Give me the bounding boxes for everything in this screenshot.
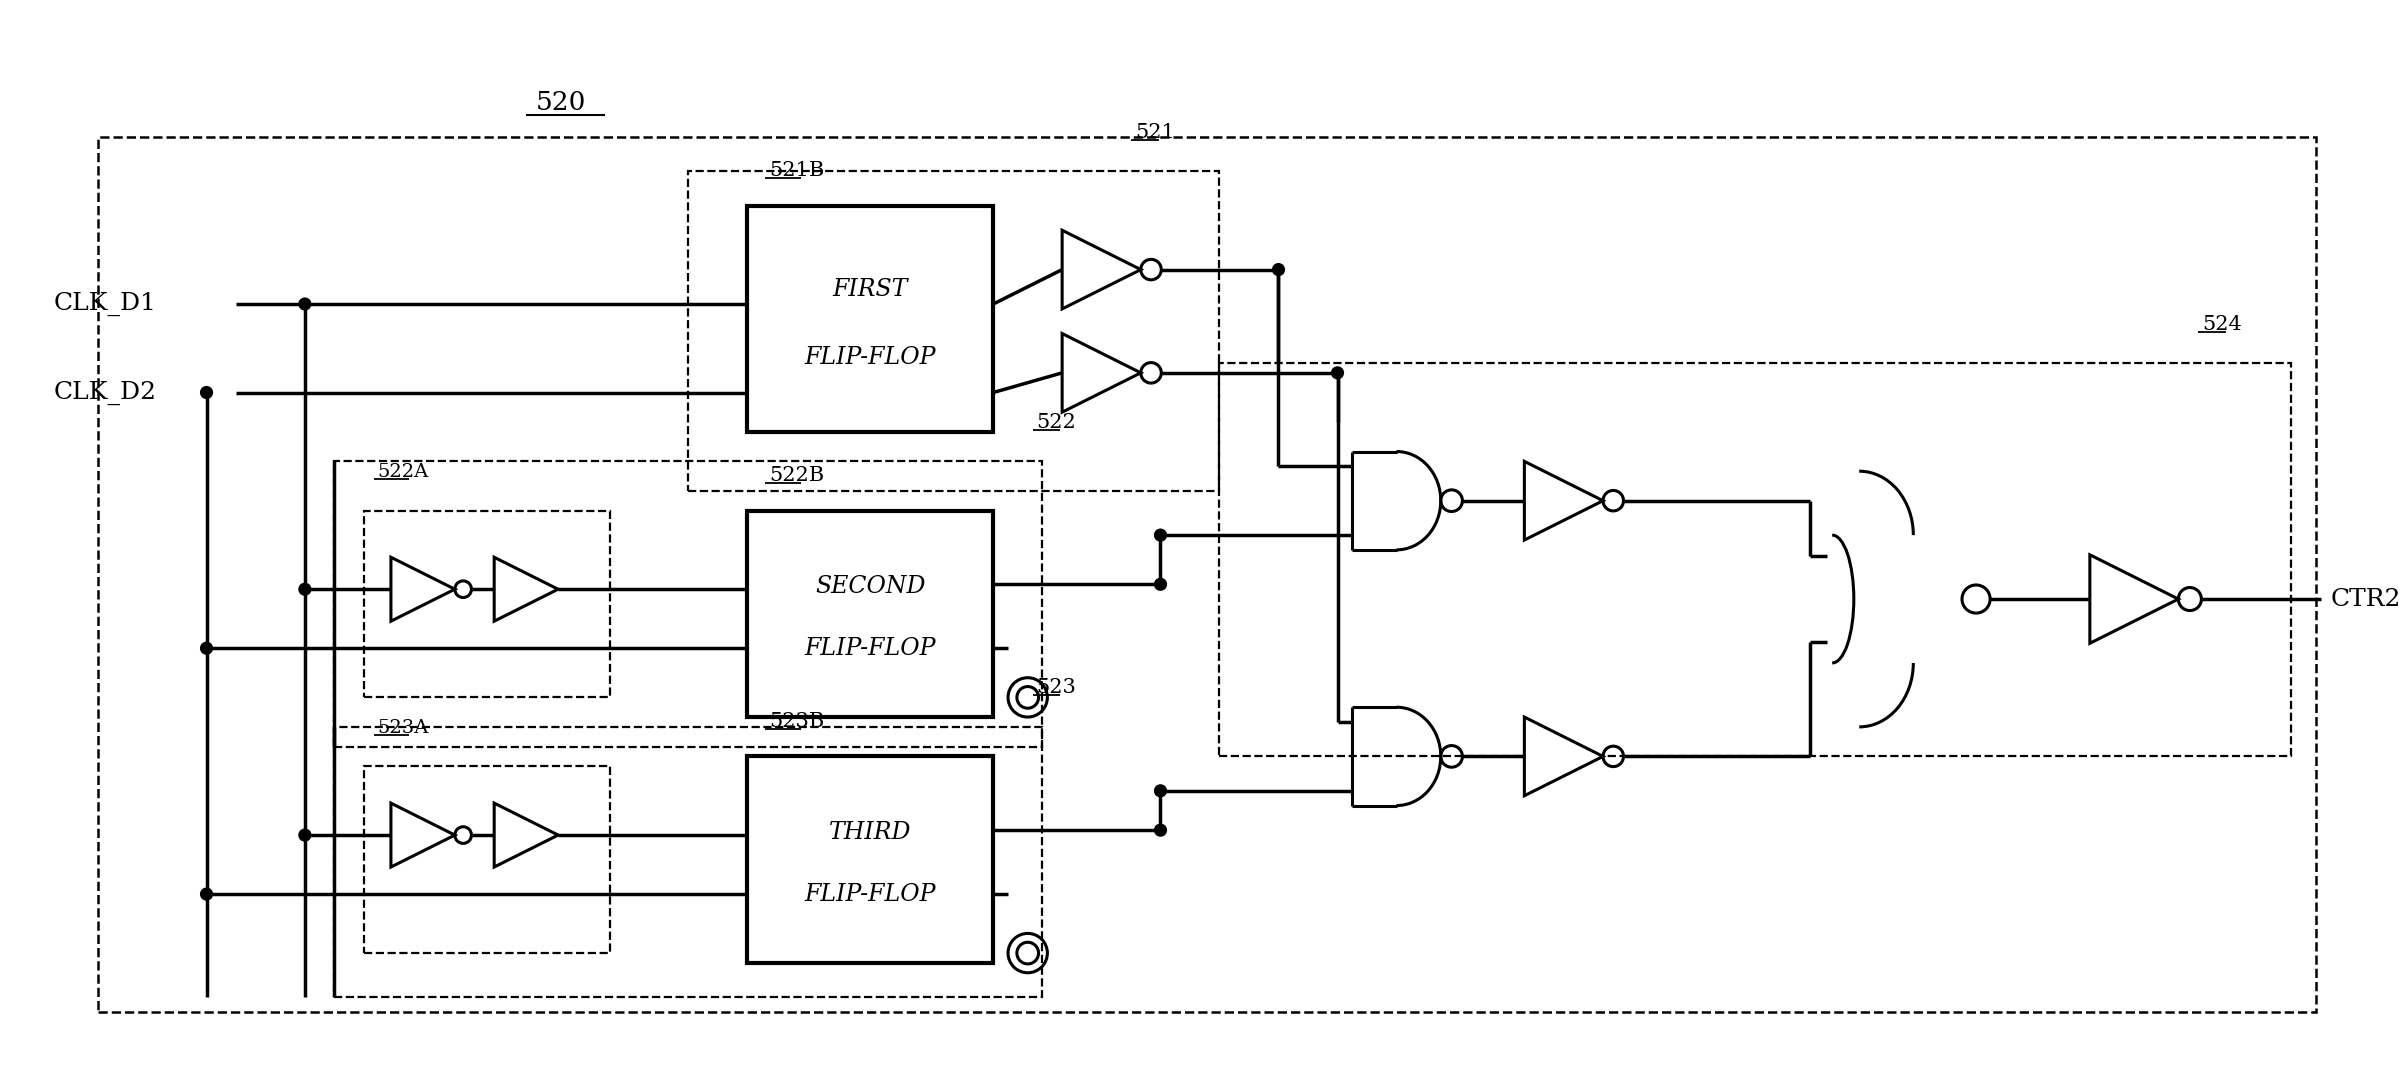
Bar bbox=[334, 462, 1042, 747]
Text: CTR2: CTR2 bbox=[2330, 588, 2402, 610]
Bar bbox=[1220, 363, 2292, 757]
Text: 524: 524 bbox=[2203, 314, 2241, 334]
Text: 523: 523 bbox=[1038, 679, 1076, 697]
Polygon shape bbox=[1062, 230, 1141, 309]
Polygon shape bbox=[392, 803, 454, 867]
Text: FLIP-FLOP: FLIP-FLOP bbox=[805, 346, 937, 369]
Bar bbox=[363, 511, 610, 697]
Bar bbox=[689, 171, 1220, 491]
Circle shape bbox=[298, 298, 310, 310]
Text: 522A: 522A bbox=[377, 463, 430, 481]
Bar bbox=[747, 757, 994, 963]
Text: 521B: 521B bbox=[769, 162, 824, 180]
Text: FLIP-FLOP: FLIP-FLOP bbox=[805, 883, 937, 906]
Bar bbox=[334, 727, 1042, 997]
Text: CLK_D2: CLK_D2 bbox=[55, 380, 156, 404]
Bar bbox=[363, 766, 610, 953]
Text: CLK_D1: CLK_D1 bbox=[55, 292, 156, 317]
Circle shape bbox=[1155, 785, 1167, 797]
Circle shape bbox=[1155, 529, 1167, 541]
Text: 520: 520 bbox=[536, 90, 586, 115]
Circle shape bbox=[202, 888, 211, 900]
Circle shape bbox=[1155, 824, 1167, 836]
Text: 522B: 522B bbox=[769, 466, 824, 485]
Polygon shape bbox=[1525, 717, 1602, 796]
Bar bbox=[747, 511, 994, 717]
Text: 522: 522 bbox=[1038, 413, 1076, 431]
Circle shape bbox=[298, 583, 310, 595]
Polygon shape bbox=[2090, 555, 2179, 643]
Circle shape bbox=[1155, 579, 1167, 590]
Circle shape bbox=[202, 387, 211, 399]
Text: 523A: 523A bbox=[377, 719, 430, 737]
Circle shape bbox=[202, 643, 211, 654]
Text: SECOND: SECOND bbox=[814, 576, 925, 598]
Circle shape bbox=[1273, 263, 1285, 275]
Text: FIRST: FIRST bbox=[833, 278, 908, 301]
Bar bbox=[747, 206, 994, 431]
Polygon shape bbox=[1062, 334, 1141, 412]
Polygon shape bbox=[392, 557, 454, 621]
Circle shape bbox=[1331, 367, 1343, 378]
Polygon shape bbox=[495, 557, 557, 621]
Text: 521: 521 bbox=[1134, 122, 1175, 142]
Bar bbox=[98, 137, 2316, 1012]
Text: FLIP-FLOP: FLIP-FLOP bbox=[805, 637, 937, 660]
Polygon shape bbox=[495, 803, 557, 867]
Text: 523B: 523B bbox=[769, 712, 824, 731]
Polygon shape bbox=[1525, 462, 1602, 540]
Text: THIRD: THIRD bbox=[829, 822, 913, 844]
Circle shape bbox=[298, 829, 310, 841]
